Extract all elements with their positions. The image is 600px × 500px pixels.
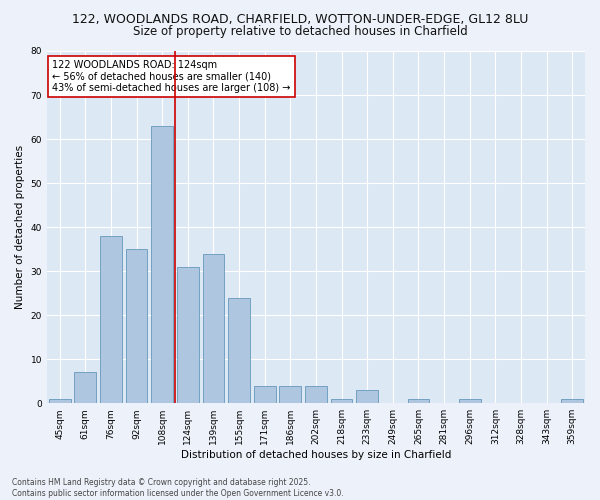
Bar [254, 386, 275, 403]
Bar [49, 399, 71, 403]
Bar [305, 386, 327, 403]
Bar [228, 298, 250, 403]
Text: Size of property relative to detached houses in Charfield: Size of property relative to detached ho… [133, 25, 467, 38]
Bar [177, 266, 199, 403]
Bar [459, 399, 481, 403]
Bar [561, 399, 583, 403]
Bar [331, 399, 352, 403]
Text: Contains HM Land Registry data © Crown copyright and database right 2025.
Contai: Contains HM Land Registry data © Crown c… [12, 478, 344, 498]
Text: 122, WOODLANDS ROAD, CHARFIELD, WOTTON-UNDER-EDGE, GL12 8LU: 122, WOODLANDS ROAD, CHARFIELD, WOTTON-U… [72, 12, 528, 26]
Bar [126, 249, 148, 403]
Bar [74, 372, 96, 403]
Bar [100, 236, 122, 403]
Y-axis label: Number of detached properties: Number of detached properties [15, 145, 25, 309]
Bar [203, 254, 224, 403]
X-axis label: Distribution of detached houses by size in Charfield: Distribution of detached houses by size … [181, 450, 451, 460]
Bar [151, 126, 173, 403]
Bar [407, 399, 430, 403]
Text: 122 WOODLANDS ROAD: 124sqm
← 56% of detached houses are smaller (140)
43% of sem: 122 WOODLANDS ROAD: 124sqm ← 56% of deta… [52, 60, 290, 93]
Bar [280, 386, 301, 403]
Bar [356, 390, 378, 403]
